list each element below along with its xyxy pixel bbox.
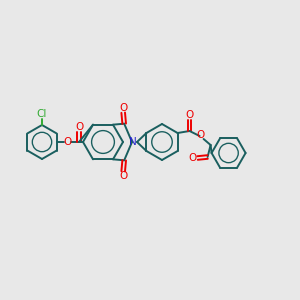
Text: O: O [119,103,127,113]
Text: N: N [129,137,137,147]
Text: O: O [119,171,127,181]
Text: O: O [185,110,194,120]
Text: O: O [63,137,71,147]
Text: O: O [75,122,83,132]
Text: O: O [196,130,205,140]
Text: Cl: Cl [37,109,47,119]
Text: O: O [188,153,197,163]
